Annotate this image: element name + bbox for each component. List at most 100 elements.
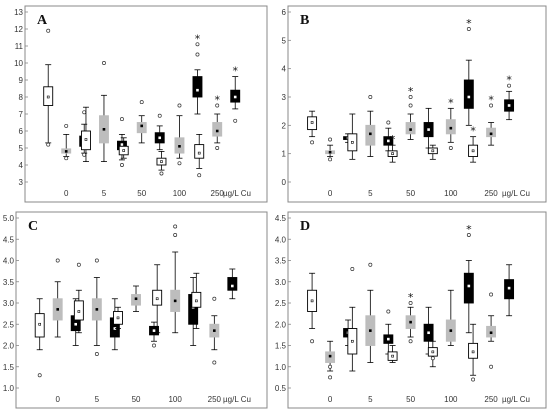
y-tick-label: 3.5	[275, 257, 287, 266]
y-tick-label: 2.5	[3, 320, 15, 329]
x-unit-label: µg/L Cu	[502, 189, 530, 198]
outlier-point	[173, 224, 178, 229]
median-marker	[102, 128, 106, 131]
median-marker	[369, 132, 372, 136]
box-cat0-series0	[307, 272, 318, 344]
median-marker	[134, 297, 138, 301]
outlier-point	[328, 157, 333, 162]
outlier-point	[466, 233, 471, 237]
outlier-point	[233, 118, 238, 123]
box-cat1-series0	[73, 262, 84, 334]
y-tick-label: 1.5	[275, 342, 287, 351]
box-cat0-series1	[325, 137, 336, 162]
significance-star: *	[506, 74, 512, 87]
x-unit-label: µg/L Cu	[502, 395, 530, 404]
median-marker	[310, 121, 314, 124]
outlier-point	[139, 100, 144, 105]
outlier-point	[94, 258, 99, 263]
median-marker	[116, 316, 120, 320]
box-cat2-series2	[154, 113, 165, 151]
panel-b: 0 1 2 3 4 5 6 B 0 5 50 100 250 µg/L Cu * * * * * * *	[282, 5, 547, 203]
significance-star: *	[448, 96, 454, 109]
box-cat1-series2	[383, 309, 394, 355]
box-cat0-series1	[325, 340, 336, 380]
x-tick-label: 250	[484, 189, 498, 198]
median-marker	[507, 286, 511, 290]
panel-label: C	[28, 219, 38, 234]
box-iqr	[486, 127, 497, 138]
box-cat4-series0: *	[468, 125, 479, 163]
significance-star: *	[390, 133, 396, 146]
median-marker	[46, 95, 50, 99]
outlier-point	[177, 103, 182, 108]
median-marker	[160, 160, 163, 163]
panel-a: 3 4 5 6 7 8 9 10 11 12 13 A 0 5 50 100 250 µg/L Cu * * *	[14, 5, 268, 203]
median-marker	[173, 299, 177, 303]
panel-frame	[24, 5, 268, 203]
y-tick-label: 1	[282, 150, 287, 159]
panel-label: B	[300, 13, 309, 28]
box-cat1-series0	[81, 106, 91, 163]
x-tick-label: 5	[368, 189, 373, 198]
panel-c: 1.0 1.5 2.0 2.5 3.0 3.5 4.0 4.5 5.0 C 0 5 50 100 250 µg…	[3, 211, 268, 409]
median-marker	[409, 320, 412, 324]
y-tick-label: 4.0	[3, 257, 15, 266]
outlier-point	[328, 375, 333, 380]
median-marker	[328, 354, 332, 358]
outlier-point	[46, 28, 51, 33]
median-marker	[467, 95, 471, 99]
outlier-point	[386, 120, 391, 125]
outlier-point	[152, 343, 156, 348]
significance-star: *	[466, 17, 472, 30]
outlier-point	[46, 142, 51, 147]
median-marker	[74, 322, 78, 326]
box-cat3-series2: *	[463, 17, 474, 126]
significance-star: *	[466, 223, 472, 236]
outlier-point	[82, 152, 87, 157]
outlier-point	[195, 42, 200, 47]
box-cat3-series1	[170, 224, 181, 334]
y-tick-label: 11	[15, 42, 24, 51]
panel-label: A	[37, 13, 48, 28]
box-cat2-series1	[131, 285, 141, 312]
x-tick-label: 250	[211, 189, 225, 198]
median-marker	[120, 143, 124, 146]
y-tick-label: 5.0	[3, 214, 15, 223]
median-marker	[84, 138, 88, 141]
y-tick-label: 9	[19, 76, 24, 85]
y-tick-label: 3.5	[3, 278, 15, 287]
median-marker	[56, 308, 60, 311]
box-cat3-series2: *	[192, 32, 203, 115]
outlier-point	[55, 258, 60, 263]
box-cat2-series1	[136, 100, 147, 144]
panel-frame	[287, 211, 547, 409]
outlier-point	[489, 292, 494, 297]
median-marker	[387, 337, 390, 341]
median-marker	[64, 150, 68, 153]
box-cat3-series0	[427, 144, 438, 160]
outlier-point	[386, 309, 391, 314]
outlier-point	[368, 95, 373, 99]
y-tick-label: 4	[19, 161, 24, 170]
significance-star: *	[195, 32, 201, 45]
y-tick-label: 0	[282, 178, 287, 187]
x-tick-label: 50	[132, 395, 141, 404]
median-marker	[310, 299, 314, 303]
outlier-point	[76, 262, 81, 267]
box-cat2-series0	[113, 306, 123, 329]
box-cat2-series0	[118, 137, 129, 159]
median-marker	[215, 129, 219, 133]
median-marker	[391, 354, 394, 358]
median-marker	[489, 132, 493, 136]
outlier-point	[94, 352, 99, 356]
significance-star: *	[408, 291, 414, 304]
y-tick-label: 2.5	[275, 299, 287, 308]
median-marker	[155, 297, 159, 301]
box-cat4-series2: *	[504, 74, 515, 121]
box-iqr	[194, 144, 205, 159]
outlier-point	[408, 301, 413, 305]
median-marker	[427, 128, 430, 131]
median-marker	[178, 145, 181, 148]
outlier-point	[408, 103, 413, 108]
outlier-point	[310, 140, 315, 145]
